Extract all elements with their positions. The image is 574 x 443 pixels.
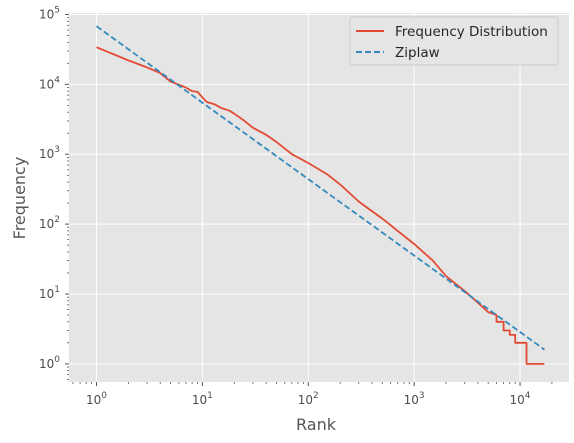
- x-axis-ticks: 100 101 102 103 104: [86, 382, 531, 407]
- y-axis-label: Frequency: [10, 157, 29, 240]
- x-tick-label: 100: [86, 391, 107, 407]
- legend: Frequency Distribution Ziplaw: [350, 17, 558, 65]
- y-tick-label: 100: [39, 355, 60, 371]
- legend-label-frequency-distribution: Frequency Distribution: [395, 24, 548, 40]
- y-tick-label: 102: [39, 215, 60, 231]
- x-tick-label: 101: [192, 391, 213, 407]
- x-tick-label: 104: [510, 391, 531, 407]
- plot-area: [69, 13, 569, 382]
- y-tick-label: 104: [39, 75, 60, 91]
- x-axis-label: Rank: [296, 415, 337, 434]
- x-tick-label: 102: [298, 391, 319, 407]
- x-tick-label: 103: [404, 391, 425, 407]
- y-axis-ticks: 100 101 102 103 104 105: [39, 5, 69, 370]
- legend-label-ziplaw: Ziplaw: [395, 45, 440, 61]
- y-tick-label: 101: [39, 285, 60, 301]
- y-tick-label: 105: [39, 5, 60, 21]
- y-tick-label: 103: [39, 145, 60, 161]
